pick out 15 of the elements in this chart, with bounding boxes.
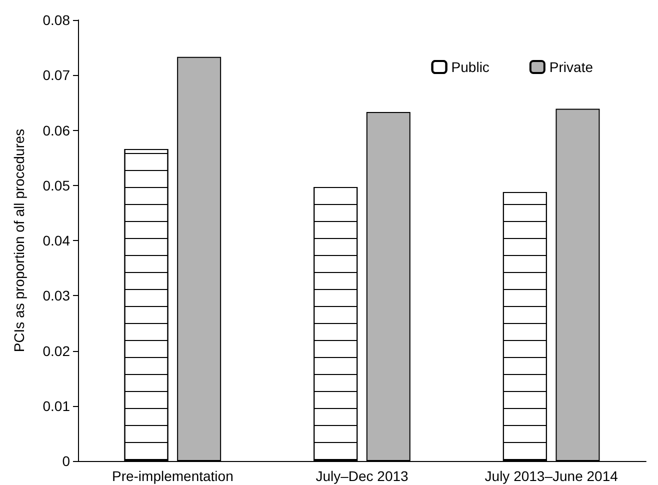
y-tick-label: 0.06: [42, 122, 70, 138]
y-tick-label: 0: [62, 453, 70, 469]
y-tick-label: 0.07: [42, 67, 70, 84]
legend-label: Public: [451, 59, 490, 75]
y-tick-label: 0.03: [42, 288, 70, 304]
y-tick-label: 0.01: [42, 398, 70, 414]
y-tick-label: 0.04: [42, 232, 70, 248]
x-tick-label: Pre-implementation: [112, 468, 234, 484]
y-tick-label: 0.05: [42, 177, 70, 194]
x-tick-label: July 2013–June 2014: [484, 468, 618, 484]
y-tick-label: 0.08: [42, 12, 70, 28]
y-axis-title: PCIs as proportion of all procedures: [11, 128, 27, 352]
y-tick-label: 0.02: [42, 342, 70, 359]
legend-label: Private: [549, 59, 594, 75]
x-tick-label: July–Dec 2013: [316, 468, 409, 484]
